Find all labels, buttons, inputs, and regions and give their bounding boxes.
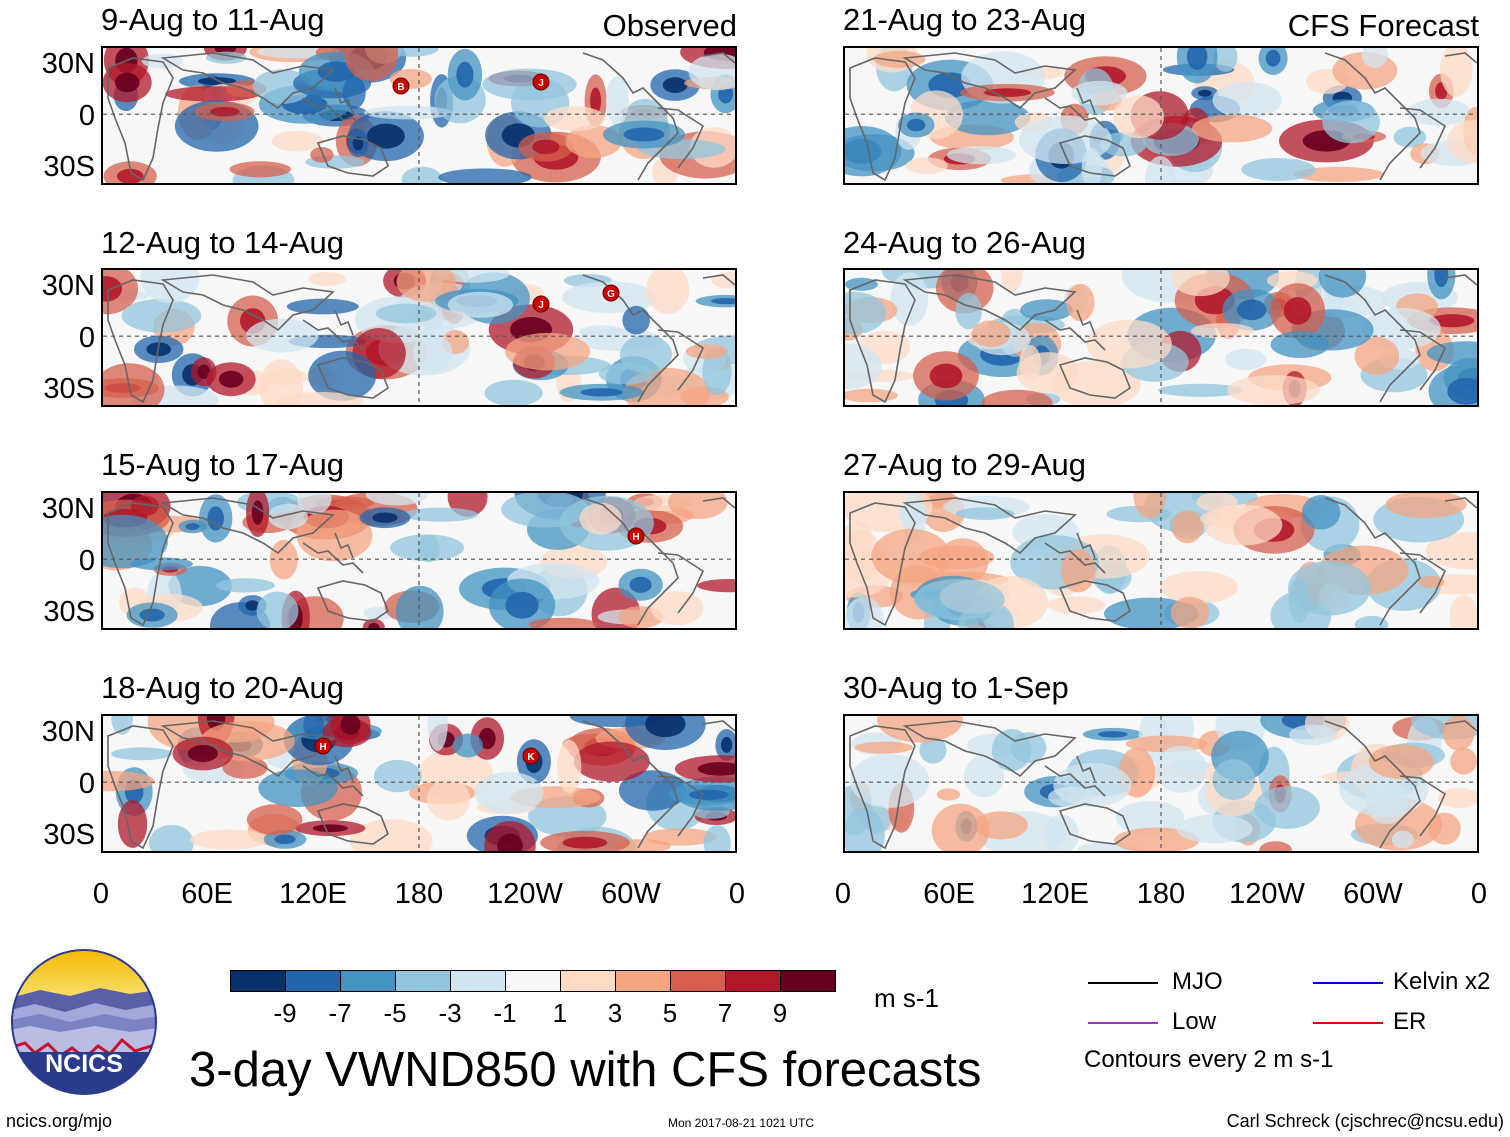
tropical-storm-icon: H	[314, 737, 332, 755]
tropical-storm-icon: K	[522, 747, 540, 765]
colorbar-cell	[505, 970, 561, 992]
colorbar-units: m s-1	[874, 983, 939, 1013]
lon-label: 120W	[487, 878, 563, 910]
svg-text:J: J	[538, 78, 544, 89]
legend-kelvin-label: Kelvin x2	[1393, 968, 1491, 995]
colorbar-label: 7	[717, 998, 733, 1028]
colorbar-label: 5	[662, 998, 678, 1028]
svg-text:H: H	[632, 532, 639, 543]
legend-low-label: Low	[1172, 1008, 1217, 1035]
lat-label: 0	[78, 321, 95, 354]
colorbar-label: -3	[438, 998, 462, 1028]
ncics-logo: NCICS	[10, 948, 158, 1096]
colorbar-cell	[670, 970, 726, 992]
panel-title-1: 9-Aug to 11-Aug	[101, 2, 325, 37]
panel-title-6: 24-Aug to 26-Aug	[843, 225, 1087, 260]
panel-title-8: 30-Aug to 1-Sep	[843, 670, 1069, 705]
colorbar-label: -7	[328, 998, 352, 1028]
colorbar-cell	[285, 970, 341, 992]
lon-label: 180	[394, 878, 444, 910]
logo-text: NCICS	[45, 1050, 123, 1078]
colorbar-label: 3	[607, 998, 623, 1028]
colorbar-label: -5	[383, 998, 407, 1028]
footer-url-link[interactable]: ncics.org/mjo	[6, 1111, 113, 1131]
lon-label: 0	[728, 878, 746, 910]
map-panel-1	[101, 46, 737, 185]
lon-label: 120E	[279, 878, 347, 910]
map-panel-2	[101, 268, 737, 407]
tropical-storm-icon: J	[532, 295, 550, 313]
cfs-forecast-label: CFS Forecast	[1287, 8, 1479, 43]
lon-label: 60W	[601, 878, 661, 910]
map-panel-3	[101, 491, 737, 630]
lat-label: 30S	[43, 151, 95, 184]
lat-label: 30N	[41, 48, 95, 81]
colorbar-cell	[725, 970, 781, 992]
lat-label: 30S	[43, 373, 95, 406]
lat-label: 30S	[43, 819, 95, 852]
lon-label: 60E	[181, 878, 233, 910]
lon-label: 0	[834, 878, 852, 910]
map-panel-5	[843, 46, 1479, 185]
panel-title-3: 15-Aug to 17-Aug	[101, 447, 345, 482]
svg-text:H: H	[319, 742, 326, 753]
colorbar-cell	[780, 970, 836, 992]
observed-label: Observed	[602, 8, 737, 43]
legend-er-label: ER	[1393, 1008, 1427, 1035]
svg-text:G: G	[607, 289, 615, 300]
legend-mjo-label: MJO	[1172, 968, 1223, 995]
map-panel-8	[843, 714, 1479, 853]
lon-label: 120E	[1021, 878, 1089, 910]
colorbar-label: 1	[552, 998, 568, 1028]
colorbar-label: -1	[493, 998, 517, 1028]
lat-label: 30N	[41, 270, 95, 303]
tropical-storm-icon: J	[532, 73, 550, 91]
lon-label: 0	[92, 878, 110, 910]
panel-title-7: 27-Aug to 29-Aug	[843, 447, 1087, 482]
lat-label: 0	[78, 544, 95, 577]
legend-er-line	[1313, 1022, 1383, 1024]
tropical-storm-icon: H	[627, 527, 645, 545]
colorbar-cell	[450, 970, 506, 992]
colorbar-cell	[230, 970, 286, 992]
lat-label: 30N	[41, 716, 95, 749]
lat-label: 30S	[43, 596, 95, 629]
tropical-storm-icon: G	[602, 284, 620, 302]
legend-low-line	[1088, 1022, 1158, 1024]
legend-kelvin-line	[1313, 982, 1383, 984]
colorbar-cell	[395, 970, 451, 992]
colorbar-cell	[615, 970, 671, 992]
lon-label: 60E	[923, 878, 975, 910]
legend-mjo-line	[1088, 982, 1158, 984]
colorbar-label: 9	[772, 998, 788, 1028]
main-title: 3-day VWND850 with CFS forecasts	[189, 1043, 982, 1097]
map-panel-7	[843, 491, 1479, 630]
colorbar-cell	[560, 970, 616, 992]
panel-title-4: 18-Aug to 20-Aug	[101, 670, 345, 705]
svg-text:J: J	[538, 300, 544, 311]
panel-title-2: 12-Aug to 14-Aug	[101, 225, 345, 260]
footer-timestamp: Mon 2017-08-21 1021 UTC	[668, 1116, 815, 1130]
footer-credit: Carl Schreck (cjschrec@ncsu.edu)	[1226, 1111, 1504, 1131]
map-panel-6	[843, 268, 1479, 407]
colorbar-cell	[340, 970, 396, 992]
lon-label: 120W	[1229, 878, 1305, 910]
lat-label: 30N	[41, 493, 95, 526]
panel-title-5: 21-Aug to 23-Aug	[843, 2, 1087, 37]
tropical-storm-icon: B	[392, 77, 410, 95]
lon-label: 180	[1136, 878, 1186, 910]
svg-text:B: B	[397, 82, 404, 93]
lat-label: 0	[78, 99, 95, 132]
lat-label: 0	[78, 767, 95, 800]
lon-label: 0	[1470, 878, 1488, 910]
map-panel-4	[101, 714, 737, 853]
svg-text:K: K	[527, 752, 535, 763]
lon-label: 60W	[1343, 878, 1403, 910]
colorbar-label: -9	[273, 998, 297, 1028]
legend-contours-note: Contours every 2 m s-1	[1084, 1046, 1334, 1073]
